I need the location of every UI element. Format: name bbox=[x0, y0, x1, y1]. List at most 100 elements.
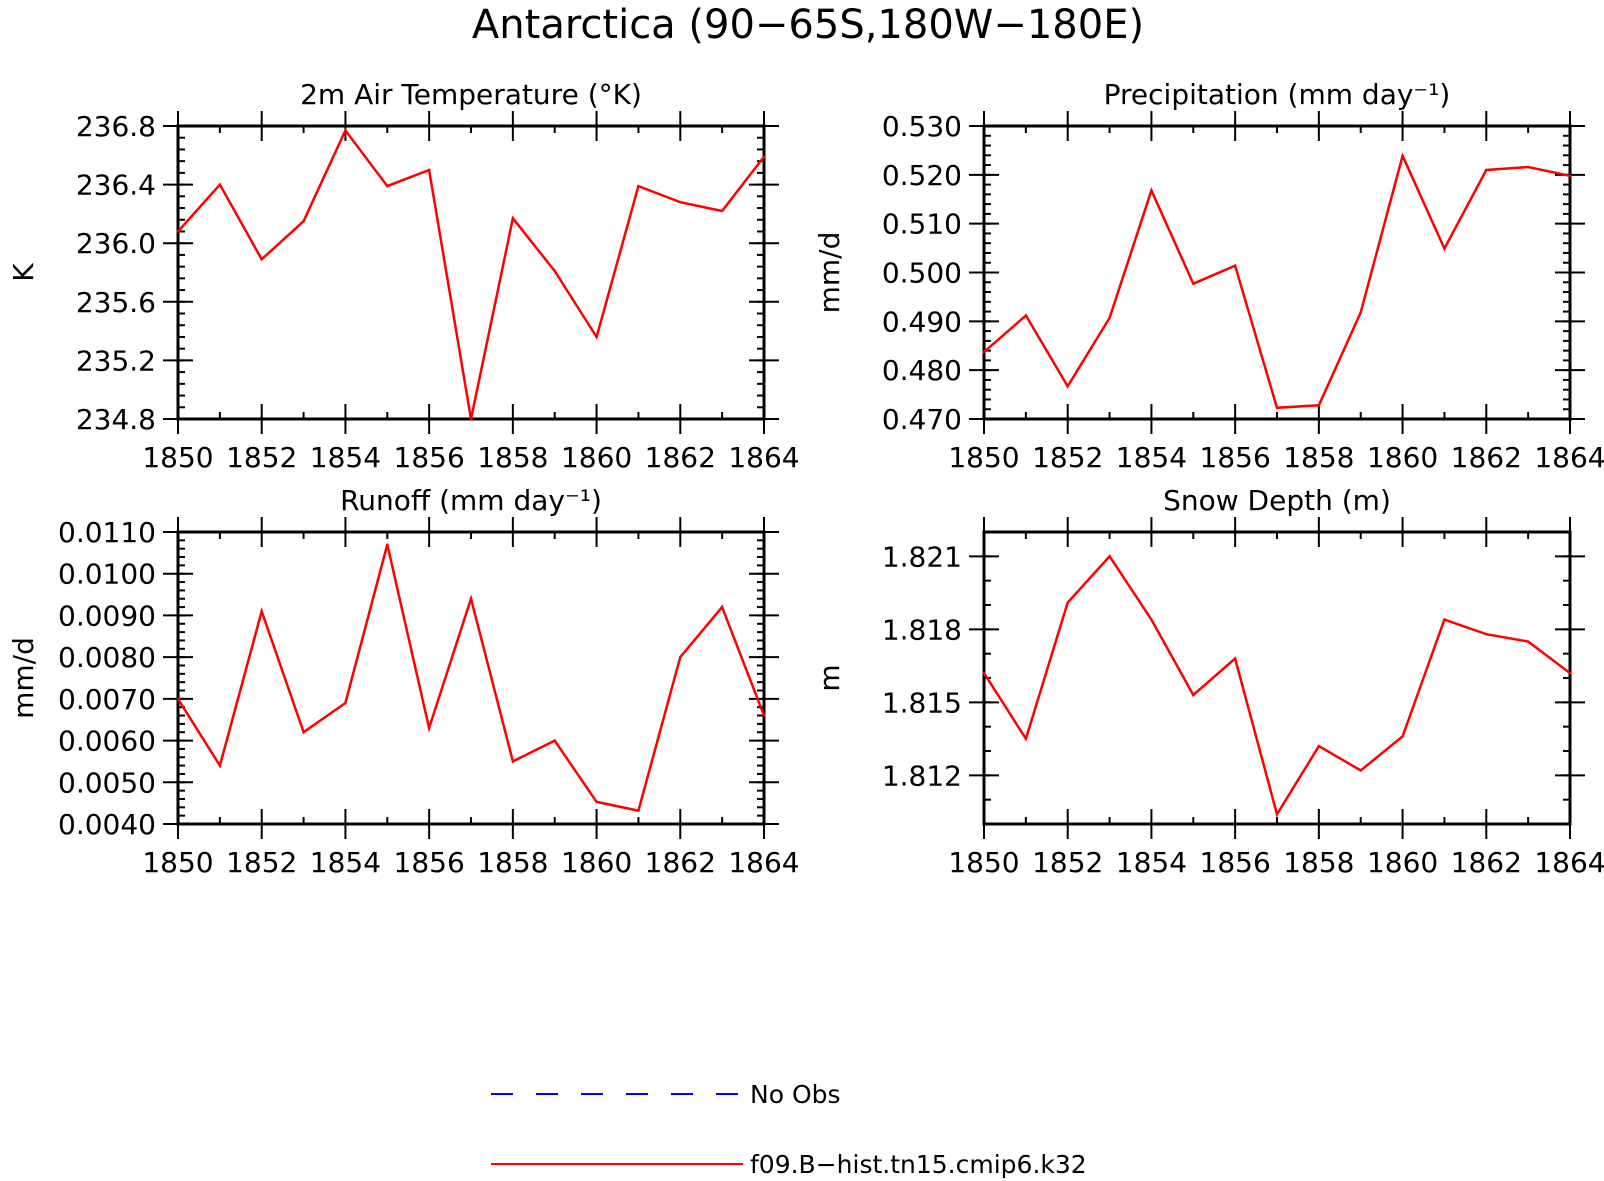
air-temperature-y-axis-label: K bbox=[7, 263, 40, 282]
air-temperature-data-point bbox=[762, 155, 766, 158]
figure-title: Antarctica (90−65S,180W−180E) bbox=[472, 2, 1144, 48]
air-temperature-y-tick-label: 236.0 bbox=[76, 227, 156, 260]
snow-depth-data-point bbox=[1066, 601, 1069, 604]
snow-depth-y-tick-label: 1.815 bbox=[882, 686, 962, 719]
panel-snow-depth: Snow Depth (m) m 1850 1852 1854 1856 1858 1860 1… bbox=[813, 484, 1604, 879]
air-temperature-x-tick-label: 1854 bbox=[310, 441, 381, 474]
runoff-y-tick-label: 0.0050 bbox=[58, 766, 156, 799]
air-temperature-panel-title: 2m Air Temperature (°K) bbox=[300, 78, 642, 111]
air-temperature-data-point bbox=[218, 183, 222, 186]
runoff-x-tick-label: 1862 bbox=[645, 846, 716, 879]
precipitation-x-tick-label: 1850 bbox=[948, 441, 1019, 474]
snow-depth-x-tick-label: 1850 bbox=[948, 846, 1019, 879]
air-temperature-x-tick-label: 1858 bbox=[477, 441, 548, 474]
precipitation-y-tick-label: 0.520 bbox=[882, 159, 962, 192]
runoff-panel-title: Runoff (mm day⁻¹) bbox=[340, 484, 602, 517]
air-temperature-data-point bbox=[386, 184, 389, 188]
precipitation-data-point bbox=[1485, 168, 1488, 172]
precipitation-y-tick-label: 0.470 bbox=[882, 403, 962, 436]
air-temperature-y-tick-label: 235.2 bbox=[76, 344, 156, 377]
precipitation-data-point bbox=[1150, 189, 1153, 192]
air-temperature-data-point bbox=[679, 200, 682, 204]
air-temperature-data-point bbox=[260, 258, 263, 261]
snow-depth-y-tick-label: 1.818 bbox=[882, 613, 962, 646]
precipitation-data-point bbox=[982, 350, 986, 354]
precipitation-data-point bbox=[1568, 174, 1572, 178]
runoff-data-point bbox=[260, 610, 263, 613]
snow-depth-panel-title: Snow Depth (m) bbox=[1163, 484, 1391, 517]
snow-depth-data-point bbox=[1485, 633, 1488, 636]
snow-depth-x-tick-label: 1862 bbox=[1451, 846, 1522, 879]
panel-precipitation: Precipitation (mm day⁻¹) mm/d 1850 1852 1854… bbox=[813, 78, 1604, 474]
precipitation-y-tick-label: 0.530 bbox=[882, 110, 962, 143]
precipitation-panel-title: Precipitation (mm day⁻¹) bbox=[1104, 78, 1451, 111]
legend: No Obs f09.B−hist.tn15.cmip6.k32 bbox=[491, 1080, 1087, 1179]
panel-runoff: Runoff (mm day⁻¹) mm/d 1850 1852 1854 1856 185… bbox=[7, 484, 800, 879]
air-temperature-data-point bbox=[344, 129, 347, 132]
runoff-x-tick-label: 1864 bbox=[728, 846, 799, 879]
runoff-data-point bbox=[637, 809, 640, 812]
runoff-x-tick-label: 1858 bbox=[477, 846, 548, 879]
snow-depth-y-axis-label: m bbox=[813, 664, 846, 691]
snow-depth-x-tick-label: 1854 bbox=[1116, 846, 1187, 879]
precipitation-data-point bbox=[1443, 247, 1446, 250]
snow-depth-data-point bbox=[1024, 737, 1028, 741]
precipitation-data-point bbox=[1108, 316, 1111, 320]
air-temperature-data-point bbox=[302, 220, 305, 223]
air-temperature-x-tick-label: 1856 bbox=[394, 441, 465, 474]
precipitation-data-point bbox=[1359, 311, 1362, 314]
runoff-x-tick-label: 1856 bbox=[394, 846, 465, 879]
runoff-x-tick-label: 1850 bbox=[142, 846, 213, 879]
runoff-x-tick-label: 1852 bbox=[226, 846, 297, 879]
precipitation-data-point bbox=[1526, 165, 1530, 169]
air-temperature-y-tick-label: 235.6 bbox=[76, 286, 156, 319]
runoff-x-tick-label: 1854 bbox=[310, 846, 381, 879]
air-temperature-data-point bbox=[637, 184, 640, 188]
snow-depth-y-tick-label: 1.821 bbox=[882, 540, 962, 573]
panel-air-temperature: 2m Air Temperature (°K) K 1850 1852 1854 1856… bbox=[7, 78, 800, 474]
snow-depth-data-point bbox=[1443, 618, 1446, 621]
precipitation-data-point bbox=[1317, 404, 1321, 407]
runoff-data-point bbox=[679, 655, 682, 659]
precipitation-data-point bbox=[1275, 406, 1279, 409]
precipitation-x-tick-label: 1858 bbox=[1283, 441, 1354, 474]
air-temperature-y-tick-label: 236.8 bbox=[76, 110, 156, 143]
precipitation-y-tick-label: 0.490 bbox=[882, 305, 962, 338]
runoff-data-point bbox=[762, 714, 766, 717]
snow-depth-data-point bbox=[1108, 555, 1111, 558]
snow-depth-x-tick-label: 1858 bbox=[1283, 846, 1354, 879]
precipitation-x-tick-label: 1856 bbox=[1200, 441, 1271, 474]
air-temperature-x-tick-label: 1864 bbox=[728, 441, 799, 474]
runoff-data-point bbox=[720, 605, 724, 609]
legend-label-model: f09.B−hist.tn15.cmip6.k32 bbox=[750, 1150, 1087, 1179]
snow-depth-data-point bbox=[1233, 657, 1237, 660]
precipitation-data-point bbox=[1192, 282, 1195, 285]
precipitation-x-tick-label: 1852 bbox=[1032, 441, 1103, 474]
precipitation-x-tick-label: 1864 bbox=[1534, 441, 1604, 474]
runoff-data-point bbox=[218, 764, 222, 767]
air-temperature-data-point bbox=[553, 269, 556, 273]
air-temperature-data-point bbox=[720, 209, 724, 213]
snow-depth-data-point bbox=[1150, 618, 1153, 621]
runoff-data-point bbox=[511, 760, 515, 763]
legend-label-no-obs: No Obs bbox=[750, 1080, 841, 1109]
runoff-data-point bbox=[176, 697, 180, 701]
snow-depth-data-point bbox=[1526, 640, 1530, 643]
air-temperature-data-point bbox=[595, 335, 598, 339]
runoff-data-point bbox=[302, 731, 305, 734]
runoff-data-point bbox=[386, 543, 389, 546]
precipitation-x-tick-label: 1862 bbox=[1451, 441, 1522, 474]
precipitation-data-point bbox=[1024, 314, 1028, 317]
air-temperature-data-point bbox=[511, 217, 515, 220]
air-temperature-x-tick-label: 1860 bbox=[561, 441, 632, 474]
precipitation-x-tick-label: 1860 bbox=[1367, 441, 1438, 474]
snow-depth-x-tick-label: 1864 bbox=[1534, 846, 1604, 879]
runoff-data-point bbox=[469, 597, 473, 600]
runoff-y-tick-label: 0.0110 bbox=[58, 516, 156, 549]
air-temperature-y-tick-label: 234.8 bbox=[76, 403, 156, 436]
precipitation-data-point bbox=[1233, 264, 1237, 267]
runoff-y-tick-label: 0.0090 bbox=[58, 599, 156, 632]
air-temperature-y-tick-label: 236.4 bbox=[76, 169, 156, 202]
